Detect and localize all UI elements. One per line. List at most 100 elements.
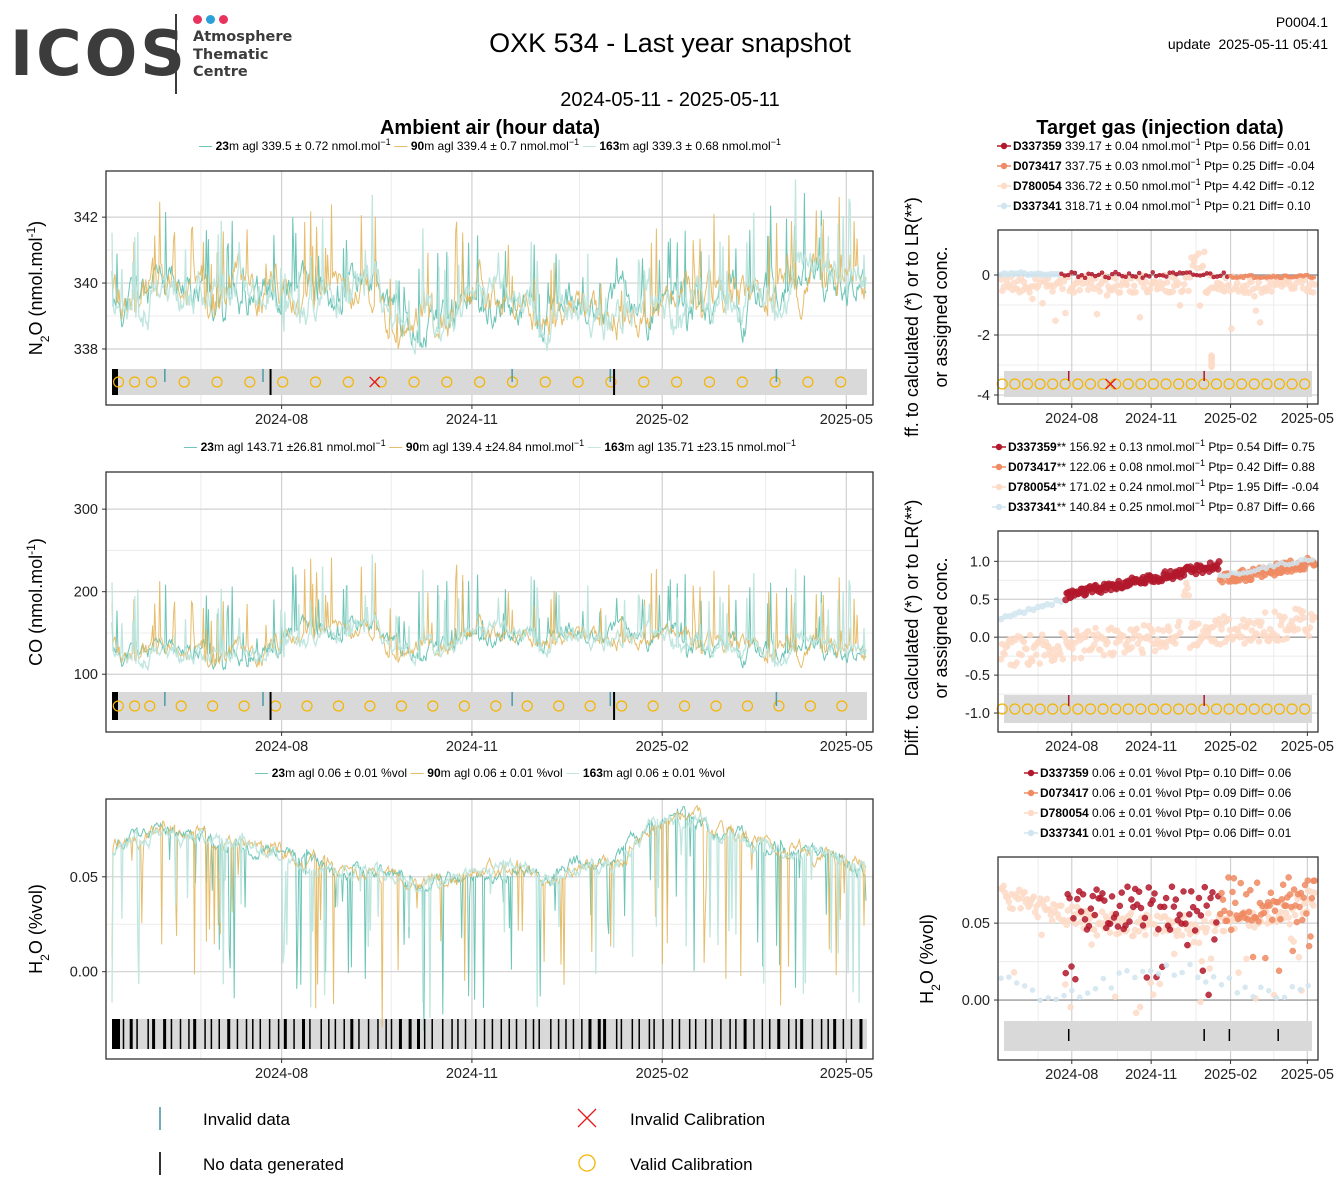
valid-calibration-mark — [1185, 378, 1197, 390]
valid-calibration-mark — [244, 376, 256, 388]
target-point — [1091, 911, 1098, 919]
target-point — [1026, 632, 1034, 639]
target-point — [1062, 969, 1069, 977]
target-point — [1241, 640, 1248, 647]
valid-calibration-mark — [996, 378, 1008, 390]
target-point — [1085, 922, 1093, 930]
y-label-part: ) — [26, 221, 46, 227]
legend-diff: Diff= 0.01 — [1240, 826, 1292, 840]
target-point — [1268, 916, 1276, 924]
target-point — [1122, 922, 1129, 929]
target-point — [1163, 279, 1171, 286]
y-label-sub: 2 — [38, 954, 52, 961]
target-point — [1029, 295, 1036, 303]
target-point — [1112, 275, 1119, 282]
legend-stats: 0.06 ± 0.01 %vol — [1089, 766, 1182, 780]
legend-text: D780054 336.72 ± 0.50 nmol.mol−1 Ptp= 4.… — [1013, 177, 1315, 193]
target-point — [1069, 645, 1076, 653]
target-point — [1199, 967, 1207, 975]
target-point — [1198, 958, 1206, 965]
x-tick-label: 2025-02 — [636, 412, 689, 428]
target-point — [1218, 981, 1225, 988]
target-point — [1255, 918, 1262, 925]
target-point — [1230, 875, 1238, 882]
target-point — [1038, 631, 1046, 638]
target-point — [1300, 614, 1308, 622]
valid-calibration-mark — [1286, 703, 1298, 715]
valid-calibration-mark — [1160, 703, 1172, 715]
target-point — [1142, 278, 1149, 286]
target-point — [1120, 632, 1127, 640]
y-tick-label: -2 — [977, 328, 990, 344]
valid-calibration-mark — [145, 376, 157, 388]
target-point — [1169, 288, 1177, 295]
co-target-panel: 2024-08 2024-11 2025-02 2025-05 -1.0 -0.5 0.0 0… — [965, 531, 1334, 755]
target-point — [1166, 627, 1173, 634]
y-axis-label: H2O (%vol) — [26, 884, 52, 974]
target-point — [1210, 974, 1217, 980]
target-point — [1034, 913, 1041, 921]
valid-calibration-mark — [1009, 378, 1021, 390]
legend-stats: m agl 0.06 ± 0.01 %vol — [285, 766, 407, 780]
target-point — [1132, 1009, 1140, 1017]
target-point — [1205, 910, 1212, 917]
legend-key: — — [579, 138, 599, 153]
x-tick-label: 2025-02 — [1204, 739, 1257, 755]
legend-stats: 122.06 ± 0.08 nmol.mol — [1066, 460, 1195, 474]
valid-calibration-mark — [521, 700, 533, 712]
y-tick-label: 0.05 — [70, 870, 98, 886]
target-point — [1249, 953, 1257, 961]
y-axis-label: CO (nmol.mol-1) — [24, 538, 46, 666]
target-point — [1273, 995, 1280, 1001]
target-point — [1277, 915, 1284, 923]
target-point — [1143, 974, 1151, 981]
target-point — [1190, 938, 1198, 946]
target-point — [1286, 920, 1293, 928]
x-tick-label: 2024-08 — [1045, 411, 1098, 427]
x-tick-label: 2025-02 — [636, 739, 689, 755]
target-point — [1226, 910, 1234, 917]
target-point — [1146, 636, 1154, 643]
legend-text: D337341 0.01 ± 0.01 %vol Ptp= 0.06 Diff=… — [1040, 826, 1292, 840]
y-label-part: ) — [26, 538, 46, 544]
target-point — [1070, 915, 1077, 922]
valid-calibration-mark — [1273, 703, 1286, 715]
target-point — [1147, 979, 1154, 987]
valid-calibration-mark — [1173, 703, 1185, 715]
logo-dot — [219, 15, 228, 24]
target-point — [1151, 890, 1158, 897]
target-point — [1067, 1003, 1074, 1011]
target-point — [1111, 993, 1119, 1001]
target-point — [1221, 270, 1227, 275]
target-point — [1281, 613, 1288, 621]
valid-calibration-mark — [175, 700, 187, 712]
target-point — [1282, 902, 1290, 909]
x-tick-label: 2025-05 — [1281, 1067, 1334, 1083]
valid-calibration-mark — [1047, 378, 1059, 390]
target-point — [1085, 286, 1092, 293]
legend-tank-id: D073417 — [1013, 159, 1062, 173]
target-point — [1211, 927, 1219, 935]
valid-calibration-mark — [1286, 378, 1298, 390]
legend-stats: 0.06 ± 0.01 %vol — [1089, 806, 1182, 820]
target-point — [1218, 273, 1223, 279]
y-axis-label: H2O (%vol) — [917, 914, 943, 1004]
target-point — [1268, 288, 1275, 295]
target-point — [1037, 997, 1044, 1004]
target-point — [1135, 928, 1143, 935]
flag-band — [112, 369, 867, 395]
y-tick-label: 0.0 — [970, 630, 990, 646]
target-point — [1093, 310, 1101, 318]
panel-border — [105, 798, 874, 1060]
target-point — [1005, 898, 1013, 906]
target-point — [1182, 920, 1189, 927]
valid-calibration-mark — [207, 700, 219, 712]
target-point — [1309, 289, 1317, 296]
target-point — [1089, 892, 1097, 900]
target-point — [1108, 893, 1116, 900]
target-point — [1099, 890, 1106, 897]
target-point — [1297, 986, 1303, 993]
legend-ptp: Ptp= 0.87 — [1205, 500, 1263, 514]
target-point — [1128, 644, 1136, 651]
y-label-part: H — [26, 961, 46, 974]
